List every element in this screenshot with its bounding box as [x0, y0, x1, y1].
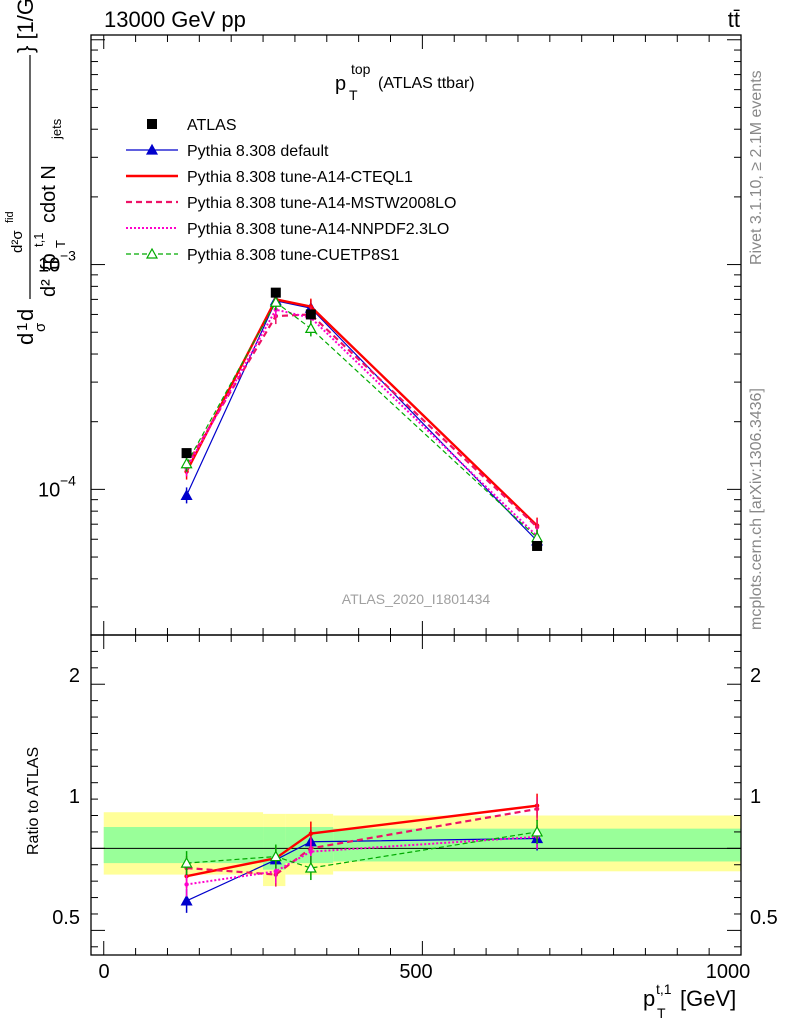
- data-point-3: [532, 540, 543, 551]
- ratio-y-tick-labels: 0.5 1 2 0.5 1 2: [52, 665, 778, 929]
- ratio-curves: [91, 793, 741, 913]
- title-sub: T: [349, 87, 358, 103]
- data-point-2: [305, 309, 316, 320]
- data-point-0: [181, 448, 192, 459]
- legend-marker-0: [147, 119, 157, 129]
- process-label: tt̄: [728, 7, 740, 32]
- main-line-series-1: [186, 300, 538, 542]
- analysis-watermark: ATLAS_2020_I1801434: [342, 591, 491, 607]
- ratio-line-series-1: [186, 837, 538, 902]
- main-point-s3-p3: [534, 524, 540, 530]
- ratio-point-s5-p3: [531, 825, 544, 837]
- mcplots-label: mcplots.cern.ch [arXiv:1306.3436]: [748, 388, 765, 630]
- ratio-point-s5-p2: [304, 861, 317, 873]
- legend-label-1: Pythia 8.308 default: [187, 143, 329, 160]
- xlabel-sup: t,1: [656, 981, 672, 997]
- legend-label-3: Pythia 8.308 tune-A14-MSTW2008LO: [187, 195, 456, 212]
- main-title: p top T (ATLAS ttbar): [335, 61, 475, 103]
- main-line-series-2: [185, 298, 538, 527]
- ratio-ytick-2: 2: [69, 665, 80, 687]
- legend-label-5: Pythia 8.308 tune-CUETP8S1: [187, 247, 400, 264]
- ratio-point-s1-p0: [180, 894, 193, 906]
- main-ytick-label-1: 10: [38, 255, 60, 277]
- ylabel-d2: d: [13, 309, 38, 321]
- rivet-label: Rivet 3.1.10, ≥ 2.1M events: [748, 70, 765, 265]
- ratio-ytick-0.5: 0.5: [52, 907, 80, 929]
- xlabel-unit: [GeV]: [680, 986, 736, 1011]
- main-ytick-exp-1: −3: [60, 248, 76, 264]
- legend-marker-5: [145, 247, 159, 259]
- main-point-s5-p1: [269, 295, 282, 307]
- main-point-s5-p2: [304, 322, 317, 334]
- main-ytick-label-0: 10: [38, 479, 60, 501]
- ylabel-t1: t,1: [31, 233, 46, 247]
- ylabel-brace: {p: [38, 253, 60, 271]
- xtick-0: 0: [98, 961, 109, 983]
- title-sup: top: [351, 61, 371, 77]
- ratio-point-s4-p1: [273, 869, 279, 874]
- ylabel-jets: jets: [49, 118, 64, 140]
- xtick-1000: 1000: [706, 961, 751, 983]
- ylabel-cdot: cdot N: [38, 165, 60, 223]
- xlabel-sub: T: [657, 1005, 666, 1021]
- axis-ticks: 10−410−3: [38, 35, 742, 955]
- ratio-point-s3-p3: [534, 806, 540, 812]
- ratio-ytick-1: 1: [69, 786, 80, 808]
- xtick-500: 500: [399, 961, 432, 983]
- ratio-line-series-3: [186, 807, 538, 876]
- x-tick-labels: 0 500 1000: [98, 961, 750, 983]
- plot-frames: [90, 34, 742, 956]
- main-line-series-5: [186, 301, 538, 539]
- ratio-ytick-0.5-right: 0.5: [750, 907, 778, 929]
- data-point-1: [270, 287, 281, 298]
- ylabel-d: d: [13, 333, 38, 345]
- legend-marker-1: [145, 143, 159, 155]
- ylabel-T: T: [53, 240, 68, 248]
- ratio-line-series-4: [186, 835, 538, 886]
- ratio-frame: [90, 634, 742, 956]
- ylabel-sigma: σ: [32, 322, 49, 332]
- main-line-series-3: [185, 313, 538, 528]
- main-ylabel: d 1 σ d d²σ fid d² {p t,1 T cdot N jets …: [4, 0, 68, 345]
- title-rest: (ATLAS ttbar): [378, 75, 475, 92]
- ylabel-one: 1: [14, 323, 31, 331]
- ratio-uncertainty-bands: [103, 812, 741, 887]
- main-curves: [180, 287, 544, 551]
- legend-label-4: Pythia 8.308 tune-A14-NNPDF2.3LO: [187, 221, 449, 238]
- legend-label-0: ATLAS: [187, 117, 237, 134]
- energy-label: 13000 GeV pp: [104, 7, 246, 32]
- ratio-ylabel: Ratio to ATLAS: [25, 747, 42, 855]
- legend: ATLAS Pythia 8.308 default Pythia 8.308 tu…: [126, 117, 456, 264]
- xlabel-p: p: [643, 986, 655, 1011]
- ylabel-unit: } [1/GeV]: [13, 0, 38, 53]
- title-p: p: [335, 73, 346, 95]
- band-inner-0: [103, 827, 264, 864]
- ratio-ytick-2-right: 2: [750, 665, 761, 687]
- ratio-line-series-2: [186, 804, 538, 878]
- ylabel-denominator-d2: d²: [38, 279, 60, 297]
- legend-label-2: Pythia 8.308 tune-A14-CTEQL1: [187, 169, 413, 186]
- ratio-line-series-5: [186, 831, 538, 869]
- x-axis-label: p t,1 T [GeV]: [643, 981, 736, 1021]
- ylabel-numerator: d²σ: [9, 230, 26, 253]
- ratio-point-s4-p0: [184, 882, 189, 887]
- ratio-point-s2-p2: [308, 831, 314, 836]
- ratio-point-s5-p0: [180, 856, 193, 868]
- ratio-point-s4-p2: [308, 849, 314, 854]
- ratio-ytick-1-right: 1: [750, 786, 761, 808]
- main-ytick-exp-0: −4: [60, 472, 76, 488]
- main-point-s1-p0: [180, 489, 193, 501]
- ylabel-fid: fid: [4, 211, 16, 223]
- main-line-series-4: [185, 308, 538, 537]
- main-point-s5-p0: [180, 457, 193, 469]
- ratio-point-s5-p1: [269, 850, 282, 862]
